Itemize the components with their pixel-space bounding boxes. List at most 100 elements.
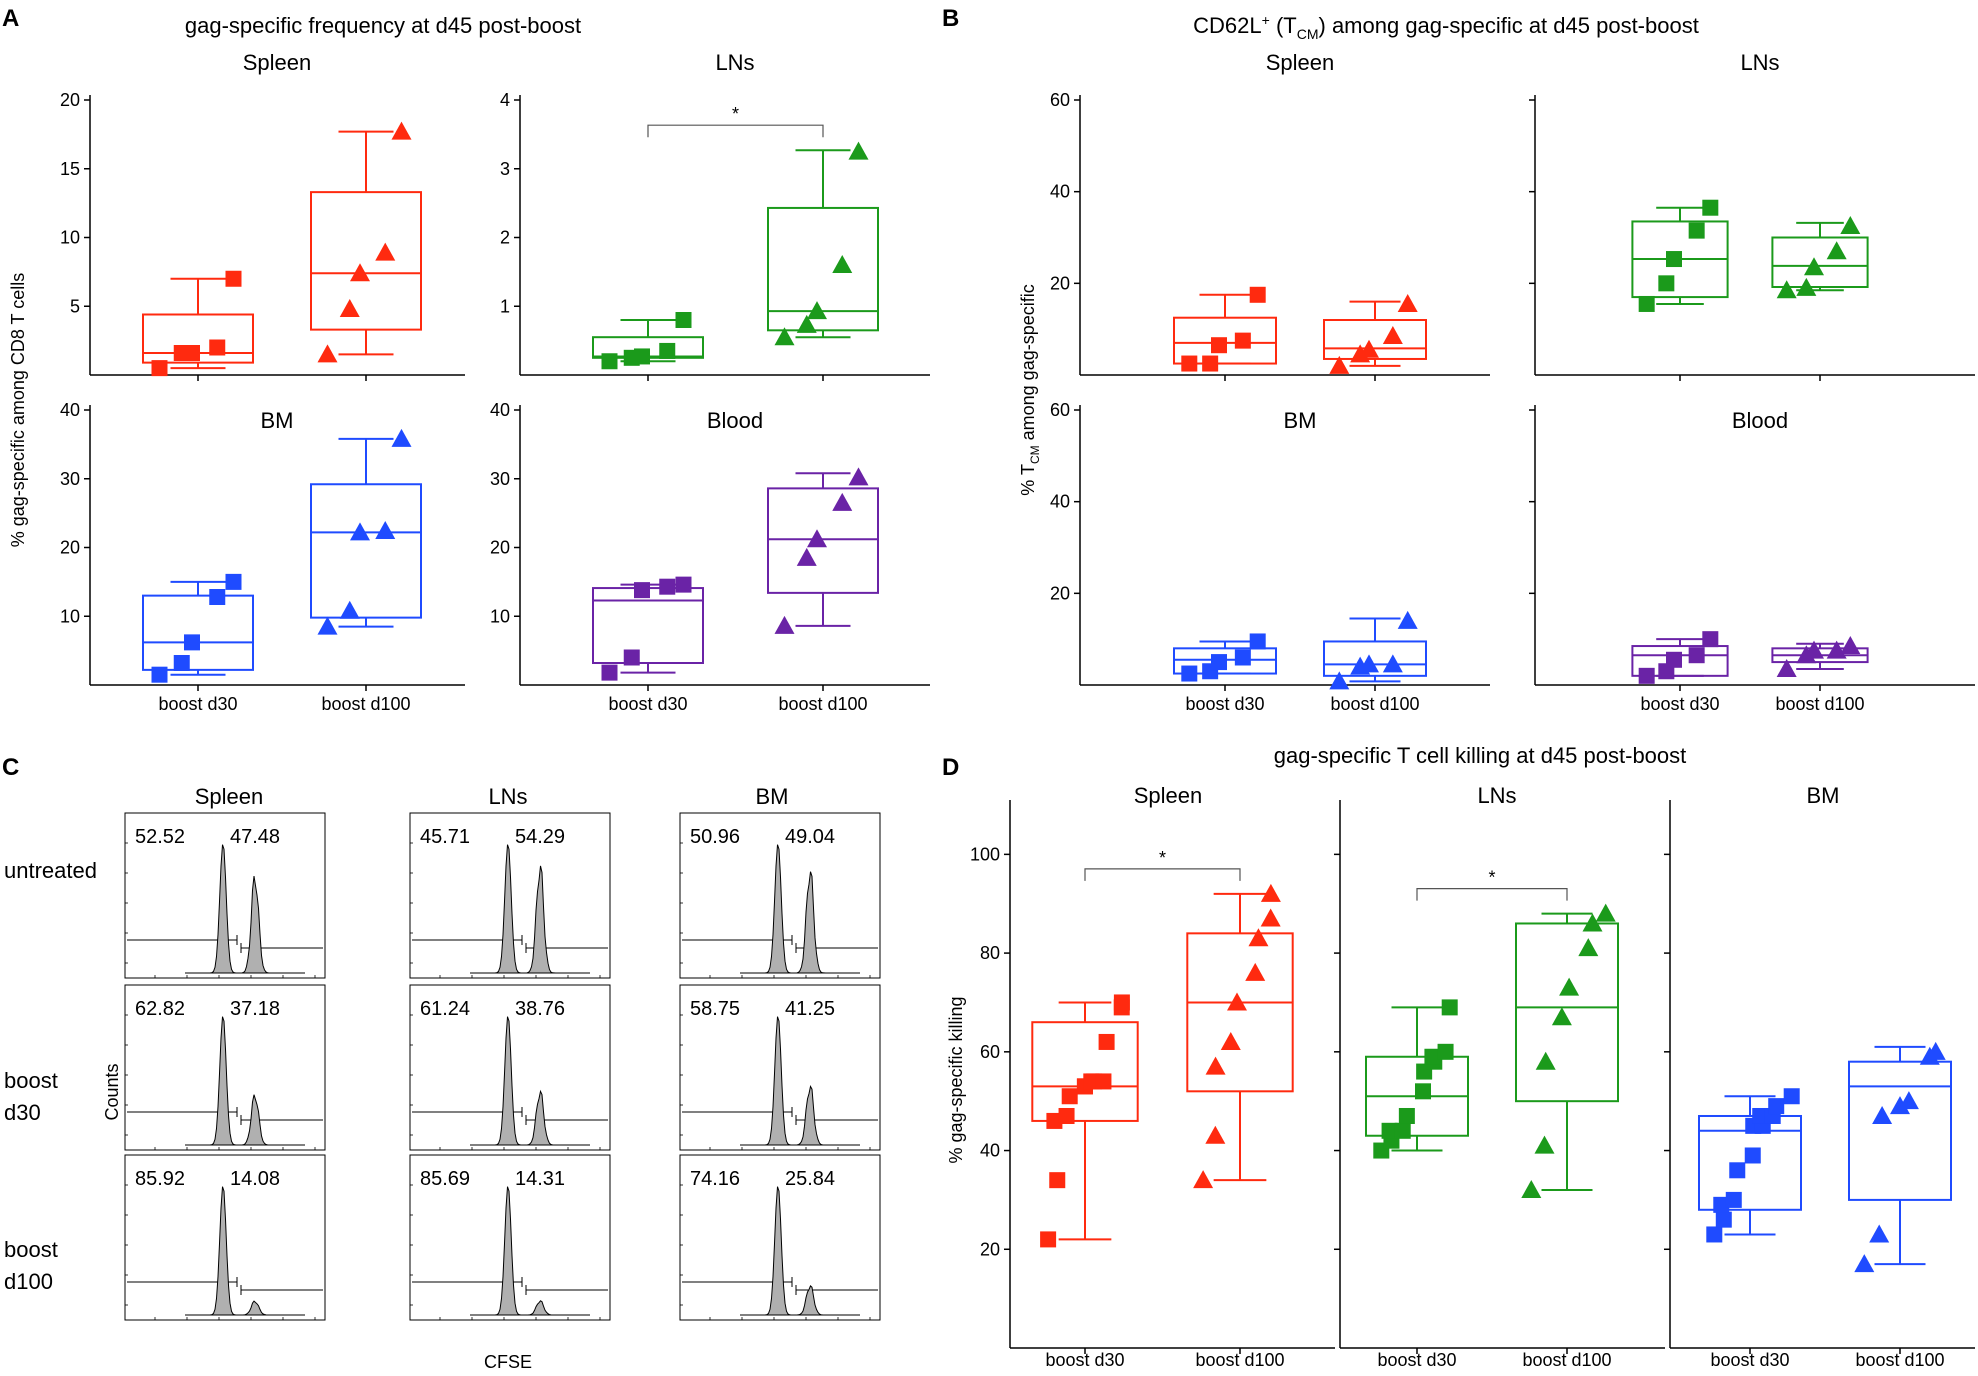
y-tick-label: 20 xyxy=(60,90,80,110)
gate-value-left: 62.82 xyxy=(135,998,185,1020)
data-point xyxy=(1582,913,1603,932)
y-tick-label: 20 xyxy=(60,538,80,558)
chart-title: Spleen xyxy=(1134,783,1203,808)
data-point xyxy=(1398,1107,1415,1124)
panel-letter-b: B xyxy=(942,5,959,32)
data-point xyxy=(1869,1224,1890,1243)
gate-value-left: 85.69 xyxy=(420,1168,470,1190)
gate-value-right: 14.31 xyxy=(515,1168,565,1190)
panel-b-title: CD62L+ (TCM) among gag-specific at d45 p… xyxy=(1193,12,1699,42)
chart-title: LNs xyxy=(1740,50,1779,75)
data-point xyxy=(225,573,242,590)
y-tick-label: 4 xyxy=(500,90,510,110)
data-point xyxy=(1706,1226,1723,1243)
data-point xyxy=(1688,222,1705,239)
data-point xyxy=(209,339,226,356)
data-point xyxy=(659,578,676,595)
chart-d-bm: BM xyxy=(1664,783,1975,1354)
chart-title: BM xyxy=(261,408,294,433)
histogram-bm-2: 74.16 25.84 xyxy=(679,1154,881,1321)
panel-d-xlabel-bm-d30: boost d30 xyxy=(1710,1350,1789,1370)
histogram-peaks xyxy=(470,1016,590,1146)
data-point xyxy=(659,342,676,359)
y-tick-label: 30 xyxy=(490,469,510,489)
data-point xyxy=(1329,671,1350,690)
data-point xyxy=(1804,640,1824,659)
data-point xyxy=(1046,1112,1063,1129)
y-tick-label: 1 xyxy=(500,296,510,316)
box xyxy=(1186,932,1294,1093)
panel-letter-c: C xyxy=(2,754,19,781)
histogram-peaks xyxy=(185,1186,305,1316)
gate-value-left: 61.24 xyxy=(420,998,470,1020)
histogram-peaks xyxy=(470,1186,590,1316)
data-point xyxy=(1744,1147,1761,1164)
data-point xyxy=(1638,667,1655,684)
y-tick-label: 40 xyxy=(980,1141,1000,1161)
data-point xyxy=(1049,1172,1066,1189)
box xyxy=(1173,647,1277,675)
panel-c-ylabel: Counts xyxy=(102,1063,122,1120)
histogram-lns-1: 61.24 38.76 xyxy=(409,984,611,1151)
data-point xyxy=(1521,1180,1542,1199)
data-point xyxy=(1424,1048,1441,1065)
y-tick-label: 40 xyxy=(1050,492,1070,512)
histogram-spleen-1: 62.82 37.18 xyxy=(124,984,326,1151)
gate-value-right: 54.29 xyxy=(515,826,565,848)
data-point xyxy=(601,353,618,370)
chart-a-lns: LNs 1 2 3 4 * xyxy=(500,50,930,381)
data-point xyxy=(1840,636,1861,655)
data-point xyxy=(1925,1041,1946,1060)
y-tick-label: 40 xyxy=(490,400,510,420)
chart-d-lns: LNs * xyxy=(1334,783,1665,1354)
histogram-lns-0: 45.71 54.29 xyxy=(409,812,611,979)
y-tick-label: 20 xyxy=(490,538,510,558)
y-tick-label: 5 xyxy=(70,296,80,316)
data-point xyxy=(350,522,370,541)
data-point xyxy=(807,529,827,548)
data-point xyxy=(1205,1056,1226,1075)
data-point xyxy=(1329,355,1350,374)
gate-value-right: 41.25 xyxy=(785,998,835,1020)
panel-b-ylabel: % TCM among gag-specific xyxy=(1018,284,1042,495)
panel-a-ylabel: % gag-specific among CD8 T cells xyxy=(8,273,28,547)
histogram-peaks xyxy=(185,1016,305,1146)
data-point xyxy=(1715,1211,1732,1228)
y-tick-label: 10 xyxy=(490,606,510,626)
box xyxy=(592,587,704,664)
gate-value-right: 38.76 xyxy=(515,998,565,1020)
data-point xyxy=(1234,649,1251,666)
data-point xyxy=(391,428,412,447)
data-point xyxy=(1595,903,1616,922)
data-point xyxy=(1729,1162,1746,1179)
data-point xyxy=(796,314,817,333)
chart-a-spleen: Spleen 5 10 15 20 xyxy=(60,50,465,381)
data-point xyxy=(1535,1051,1556,1070)
data-point xyxy=(1783,1088,1800,1105)
data-point xyxy=(1898,1091,1919,1110)
data-point xyxy=(601,664,618,681)
chart-title: LNs xyxy=(715,50,754,75)
data-point xyxy=(1415,1083,1431,1100)
histogram-lns-2: 85.69 14.31 xyxy=(409,1154,611,1321)
gate-value-left: 52.52 xyxy=(135,826,185,848)
chart-title: BM xyxy=(1284,408,1317,433)
data-point xyxy=(1205,1125,1226,1144)
panel-d-xlabel-lns-d100: boost d100 xyxy=(1522,1350,1611,1370)
data-point xyxy=(339,600,360,619)
chart-d-spleen: Spleen 20 40 60 80 100 * xyxy=(970,783,1335,1354)
box xyxy=(310,191,422,331)
panel-a-xlabel-d30-right: boost d30 xyxy=(608,694,687,714)
data-point xyxy=(317,616,338,635)
data-point xyxy=(1083,1073,1100,1090)
gate-value-left: 74.16 xyxy=(690,1168,740,1190)
data-point xyxy=(1854,1254,1875,1273)
significance-bracket xyxy=(1084,868,1241,881)
y-tick-label: 30 xyxy=(60,469,80,489)
data-point xyxy=(1397,610,1418,629)
data-point xyxy=(1826,241,1847,260)
panel-a-title: gag-specific frequency at d45 post-boost xyxy=(185,13,581,38)
data-point xyxy=(1113,994,1130,1011)
gate-value-right: 37.18 xyxy=(230,998,280,1020)
